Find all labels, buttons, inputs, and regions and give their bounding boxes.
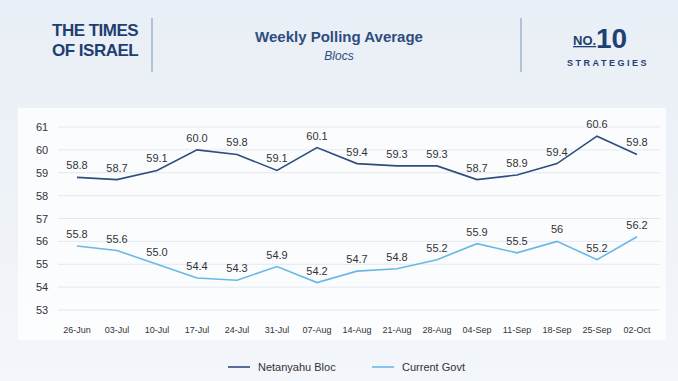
- grid-line: [58, 127, 660, 128]
- data-label: 55.6: [106, 233, 127, 245]
- legend-label: Current Govt: [402, 361, 465, 373]
- y-tick-label: 56: [36, 235, 48, 247]
- grid-line: [58, 310, 660, 311]
- data-label: 59.4: [546, 146, 567, 158]
- data-label: 59.3: [426, 148, 447, 160]
- data-label: 55.0: [146, 246, 167, 258]
- legend-swatch: [372, 366, 394, 368]
- x-tick-label: 24-Jul: [225, 325, 250, 335]
- data-label: 54.8: [386, 251, 407, 263]
- grid-line: [58, 195, 660, 196]
- data-label: 54.2: [306, 265, 327, 277]
- background: [0, 0, 678, 381]
- data-label: 56.2: [626, 219, 647, 231]
- y-tick-label: 60: [36, 144, 48, 156]
- data-label: 54.7: [346, 253, 367, 265]
- x-tick-label: 11-Sep: [503, 325, 531, 335]
- data-label: 56: [551, 223, 563, 235]
- plot-panel: [18, 108, 666, 340]
- series-line: [77, 136, 637, 179]
- logo-left: OF ISRAEL: [52, 41, 138, 60]
- data-label: 59.1: [146, 152, 167, 164]
- y-tick-label: 57: [36, 213, 48, 225]
- x-tick-label: 14-Aug: [342, 325, 371, 335]
- x-tick-label: 17-Jul: [185, 325, 210, 335]
- x-tick-label: 26-Jun: [63, 325, 91, 335]
- data-label: 59.3: [386, 148, 407, 160]
- x-tick-label: 02-Oct: [623, 325, 651, 335]
- logo-left: THE TIMES: [52, 21, 138, 40]
- x-tick-label: 21-Aug: [382, 325, 411, 335]
- data-label: 54.3: [226, 262, 247, 274]
- grid-line: [58, 241, 660, 242]
- data-label: 54.4: [186, 260, 207, 272]
- separator: [521, 18, 522, 72]
- separator: [152, 18, 153, 72]
- data-label: 59.4: [346, 146, 367, 158]
- data-label: 58.9: [506, 157, 527, 169]
- x-tick-label: 18-Sep: [542, 325, 571, 335]
- data-label: 55.2: [586, 242, 607, 254]
- data-label: 55.5: [506, 235, 527, 247]
- x-tick-label: 04-Sep: [462, 325, 491, 335]
- grid-line: [58, 218, 660, 219]
- data-label: 55.9: [466, 226, 487, 238]
- series-line: [77, 237, 637, 283]
- y-tick-label: 58: [36, 190, 48, 202]
- y-tick-label: 53: [36, 304, 48, 316]
- logo-right: 10: [596, 23, 627, 54]
- y-tick-label: 54: [36, 281, 48, 293]
- data-label: 54.9: [266, 249, 287, 261]
- logo-right: STRATEGIES: [567, 58, 649, 68]
- legend-label: Netanyahu Bloc: [258, 361, 336, 373]
- title: Weekly Polling Average: [255, 28, 423, 45]
- subtitle: Blocs: [324, 49, 353, 63]
- x-tick-label: 31-Jul: [265, 325, 290, 335]
- x-tick-label: 28-Aug: [422, 325, 451, 335]
- data-label: 60.6: [586, 118, 607, 130]
- y-tick-label: 55: [36, 258, 48, 270]
- grid-line: [58, 287, 660, 288]
- y-tick-label: 61: [36, 121, 48, 133]
- legend-swatch: [228, 366, 250, 368]
- data-label: 59.8: [626, 136, 647, 148]
- data-label: 55.2: [426, 242, 447, 254]
- data-label: 58.7: [466, 162, 487, 174]
- x-tick-label: 25-Sep: [582, 325, 611, 335]
- data-label: 59.1: [266, 152, 287, 164]
- x-tick-label: 10-Jul: [145, 325, 170, 335]
- chart: THE TIMESOF ISRAEL Weekly Polling Average…: [0, 0, 678, 381]
- data-label: 58.8: [66, 159, 87, 171]
- data-label: 58.7: [106, 162, 127, 174]
- plot-lines: [77, 136, 637, 282]
- x-tick-label: 07-Aug: [302, 325, 331, 335]
- x-tick-label: 03-Jul: [105, 325, 130, 335]
- data-label: 55.8: [66, 228, 87, 240]
- logo-right: NO.: [573, 33, 596, 48]
- data-label: 59.8: [226, 136, 247, 148]
- data-label: 60.1: [306, 130, 327, 142]
- y-tick-label: 59: [36, 167, 48, 179]
- data-label: 60.0: [186, 132, 207, 144]
